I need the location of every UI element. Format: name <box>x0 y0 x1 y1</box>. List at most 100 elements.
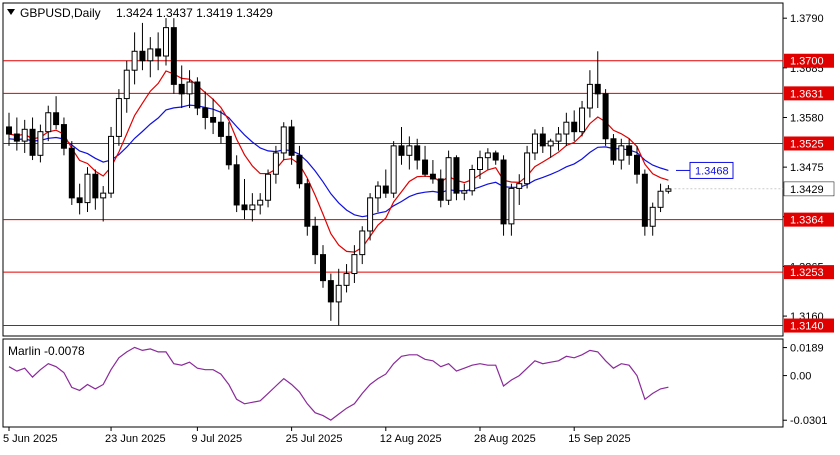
bearish-candle <box>539 126 546 153</box>
bullish-candle <box>547 138 554 158</box>
bullish-candle <box>45 105 52 142</box>
bearish-candle <box>202 91 209 130</box>
candle-body <box>445 157 452 201</box>
bearish-candle <box>304 178 311 236</box>
candle-body <box>272 152 279 175</box>
symbol-timeframe: GBPUSD,Daily <box>20 6 101 20</box>
bullish-candle <box>115 89 122 146</box>
candle-body <box>390 145 397 194</box>
candle-body <box>312 225 319 256</box>
candle-body <box>586 83 593 109</box>
candle-body <box>398 145 405 156</box>
candle-body <box>657 190 664 208</box>
candle-body <box>155 48 162 57</box>
bullish-candle <box>374 181 381 213</box>
time-tick-label: 5 Jun 2025 <box>3 433 57 445</box>
candle-body <box>461 190 468 194</box>
level-badge <box>784 265 834 280</box>
bearish-candle <box>626 138 633 165</box>
bullish-candle <box>280 122 287 161</box>
bullish-candle <box>461 183 468 201</box>
candle-body <box>53 112 60 126</box>
level-badge-label: 1.3631 <box>790 88 824 100</box>
bullish-candle <box>477 150 483 179</box>
candle-body <box>641 173 648 227</box>
time-tick-label: 12 Aug 2025 <box>380 433 442 445</box>
candle-body <box>210 116 217 123</box>
ohlc-values: 1.3424 1.3437 1.3419 1.3429 <box>116 6 273 20</box>
bullish-candle <box>186 70 193 109</box>
bearish-candle <box>594 51 601 109</box>
bullish-candle <box>123 60 130 113</box>
candle-body <box>84 173 91 204</box>
bearish-candle <box>429 160 436 184</box>
bullish-candle <box>359 226 366 265</box>
bullish-candle <box>265 169 272 208</box>
bullish-candle <box>445 150 452 205</box>
candle-body <box>194 81 201 109</box>
bullish-candle <box>21 119 28 153</box>
candle-body <box>170 27 177 85</box>
candle-body <box>367 197 374 232</box>
candle-body <box>60 124 67 149</box>
candle-body <box>76 197 83 204</box>
candlestick-series <box>6 18 672 326</box>
bullish-candle <box>649 202 656 236</box>
candle-body <box>477 157 483 171</box>
bearish-candle <box>92 169 99 210</box>
bearish-candle <box>312 216 319 265</box>
candle-body <box>563 121 570 135</box>
time-tick-label: 23 Jun 2025 <box>105 433 166 445</box>
candle-body <box>108 135 115 194</box>
bearish-candle <box>155 32 162 71</box>
candle-body <box>320 254 326 282</box>
level-badge-label: 1.3140 <box>790 321 824 333</box>
time-axis: 5 Jun 2025 23 Jun 2025 9 Jul 2025 25 Jul 20… <box>3 427 631 445</box>
time-tick-label: 9 Jul 2025 <box>191 433 242 445</box>
candle-body <box>45 112 52 133</box>
candle-body <box>186 81 193 95</box>
bullish-candle <box>469 164 476 196</box>
candle-body <box>233 164 240 206</box>
candle-body <box>351 254 358 275</box>
candle-body <box>508 187 515 225</box>
candle-body <box>131 50 138 71</box>
bullish-candle <box>390 141 397 198</box>
bullish-candle <box>657 183 664 213</box>
candle-body <box>296 154 303 185</box>
candle-body <box>649 206 656 227</box>
candle-body <box>484 152 491 159</box>
bullish-candle <box>555 126 562 151</box>
candle-body <box>257 199 264 206</box>
bullish-candle <box>163 18 169 66</box>
bullish-candle <box>579 100 586 137</box>
candle-body <box>6 126 12 135</box>
candle-body <box>531 133 538 154</box>
candle-body <box>626 145 633 156</box>
bearish-candle <box>217 110 224 144</box>
bullish-candle <box>147 37 154 78</box>
triangle-down-icon[interactable] <box>7 9 15 15</box>
level-badges: 1.3700 1.3631 1.3525 1.3364 1.3253 1.3140 1.34… <box>674 53 835 333</box>
ma-slow-callout-label: 1.3468 <box>695 165 729 177</box>
candle-body <box>92 173 99 199</box>
ma-fast-line <box>8 70 669 253</box>
time-tick-label: 25 Jul 2025 <box>286 433 343 445</box>
bearish-candle <box>634 145 640 184</box>
candle-body <box>437 178 444 201</box>
candle-body <box>225 135 232 166</box>
bearish-candle <box>241 178 248 220</box>
bearish-candle <box>327 273 334 321</box>
bearish-candle <box>320 245 326 288</box>
level-badge <box>784 212 834 227</box>
bearish-candle <box>68 141 75 205</box>
oscillator-tick-label: 0.00 <box>790 371 811 383</box>
bullish-candle <box>351 245 358 283</box>
level-badge-label: 1.3364 <box>790 215 824 227</box>
time-tick-label: 15 Sep 2025 <box>568 433 630 445</box>
oscillator-axis: 0.0189 0.00 -0.0301 <box>783 343 827 427</box>
candle-body <box>571 121 578 133</box>
bullish-candle <box>665 185 672 194</box>
candle-body <box>288 126 295 156</box>
